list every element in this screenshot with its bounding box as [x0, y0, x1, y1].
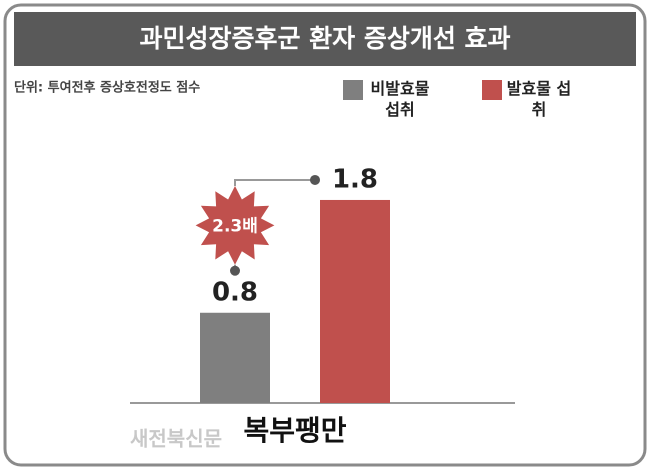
bar — [320, 199, 390, 403]
unit-note: 단위: 투여전후 증상호전정도 점수 — [14, 80, 200, 96]
connector-dot — [310, 174, 320, 185]
title-bar — [14, 12, 636, 66]
connector-dot — [230, 265, 240, 276]
watermark: 새전북신문 — [130, 427, 222, 451]
legend-swatch — [343, 80, 363, 100]
value-label: 0.8 — [212, 277, 258, 307]
connector — [234, 178, 315, 186]
starburst — [195, 186, 275, 265]
legend-swatch — [482, 80, 502, 100]
annotation: 2.3배 — [212, 216, 258, 236]
value-label: 1.8 — [332, 164, 378, 194]
x-tick-label: 복부팽만 — [243, 414, 346, 447]
legend-label: 발효물 섭취 — [506, 79, 572, 119]
bar — [200, 312, 270, 403]
chart-title: 과민성장증후군 환자 증상개선 효과 — [139, 24, 510, 53]
legend-label: 비발효물 섭취 — [370, 79, 430, 119]
